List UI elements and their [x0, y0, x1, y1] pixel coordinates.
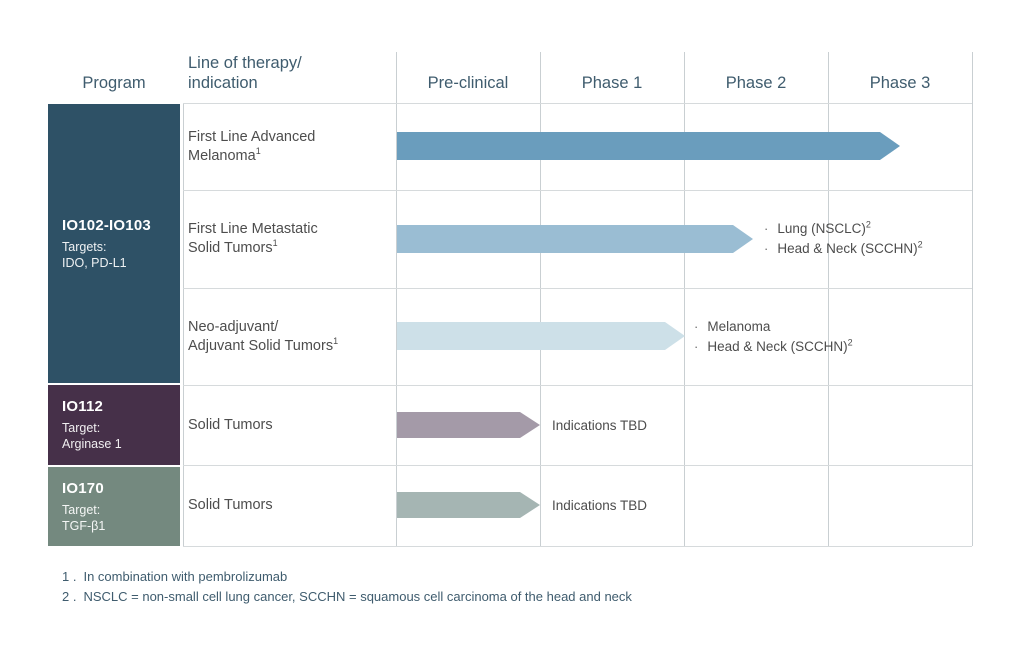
- footnote-ref: 1: [333, 335, 339, 346]
- program-target-label: Targets:: [62, 239, 107, 254]
- footnote-1: 1 . In combination with pembrolizumab: [62, 569, 288, 584]
- column-header-program: Program: [82, 74, 146, 92]
- column-header-therapy-line2: indication: [188, 74, 258, 92]
- progress-arrow-first-line-metastatic-solid-tumors: [397, 225, 753, 253]
- annotation-item: · Lung (NSCLC)2: [764, 219, 923, 239]
- gridline-vertical: [972, 52, 973, 546]
- gridline-vertical: [684, 52, 685, 546]
- gridline-horizontal: [183, 546, 972, 547]
- indication-label: Neo-adjuvant/ Adjuvant Solid Tumors1: [188, 318, 339, 354]
- annotation-item: · Head & Neck (SCCHN)2: [764, 239, 923, 259]
- program-block-io112: IO112 Target: Arginase 1: [48, 385, 180, 465]
- bullet-icon: ·: [694, 318, 699, 334]
- annotation-item: · Head & Neck (SCCHN)2: [694, 337, 853, 357]
- program-target-label: Target:: [62, 502, 101, 517]
- column-header-preclinical: Pre-clinical: [427, 74, 509, 92]
- indication-label: Solid Tumors: [188, 416, 273, 433]
- footnote-ref: 2: [847, 337, 853, 347]
- gridline-vertical: [183, 103, 184, 546]
- gridline-vertical: [396, 52, 397, 546]
- indications-tbd-note: Indications TBD: [552, 417, 648, 433]
- gridline-horizontal: [183, 288, 972, 289]
- annotation-item: · Melanoma: [694, 317, 853, 337]
- gridline-vertical: [540, 52, 541, 546]
- program-target-label: Target:: [62, 421, 101, 435]
- progress-arrow-first-line-advanced-melanoma: [397, 132, 900, 160]
- indications-tbd-note: Indications TBD: [552, 498, 648, 513]
- gridline-horizontal: [183, 465, 972, 466]
- program-name: IO102-IO103: [62, 216, 151, 234]
- program-target: TGF-β1: [62, 518, 106, 533]
- annotation-list: · Lung (NSCLC)2 · Head & Neck (SCCHN)2: [764, 190, 923, 288]
- footnote-ref: 1: [272, 238, 278, 249]
- progress-arrow-neo-adjuvant-solid-tumors: [397, 322, 685, 350]
- footnotes: 1 . In combination with pembrolizumab 2 …: [62, 567, 632, 607]
- indication-label: Solid Tumors: [188, 497, 273, 513]
- footnote-ref: 2: [865, 219, 871, 230]
- footnote-2: 2 . NSCLC = non-small cell lung cancer, …: [62, 589, 632, 604]
- bullet-icon: ·: [694, 338, 699, 354]
- program-name: IO112: [62, 398, 104, 415]
- bullet-icon: ·: [764, 221, 769, 236]
- progress-arrow-io170-solid-tumors: [397, 492, 540, 518]
- footnote-ref: 1: [255, 145, 261, 156]
- program-block-io170: IO170 Target: TGF-β1: [48, 467, 180, 546]
- footnote-ref: 2: [917, 239, 923, 250]
- program-target: Arginase 1: [62, 437, 122, 451]
- bullet-icon: ·: [764, 241, 769, 256]
- progress-arrow-io112-solid-tumors: [397, 412, 540, 438]
- column-header-therapy-line1: Line of therapy/: [188, 54, 302, 72]
- column-header-therapy: Line of therapy/ indication: [188, 54, 398, 103]
- column-header-phase1: Phase 1: [581, 74, 643, 92]
- program-name: IO170: [62, 479, 104, 497]
- indication-label: First Line Advanced Melanoma1: [188, 128, 316, 164]
- column-header-phase2: Phase 2: [725, 74, 787, 92]
- program-target: IDO, PD-L1: [62, 255, 127, 270]
- gridline-horizontal: [183, 190, 972, 191]
- indication-label: First Line Metastatic Solid Tumors1: [188, 221, 318, 256]
- annotation-list: · Melanoma · Head & Neck (SCCHN)2: [694, 288, 853, 385]
- gridline-horizontal: [183, 385, 972, 386]
- gridline-vertical: [828, 52, 829, 546]
- program-block-io102-io103: IO102-IO103 Targets: IDO, PD-L1: [48, 104, 180, 383]
- column-header-phase3: Phase 3: [869, 74, 931, 92]
- gridline-horizontal: [183, 103, 972, 104]
